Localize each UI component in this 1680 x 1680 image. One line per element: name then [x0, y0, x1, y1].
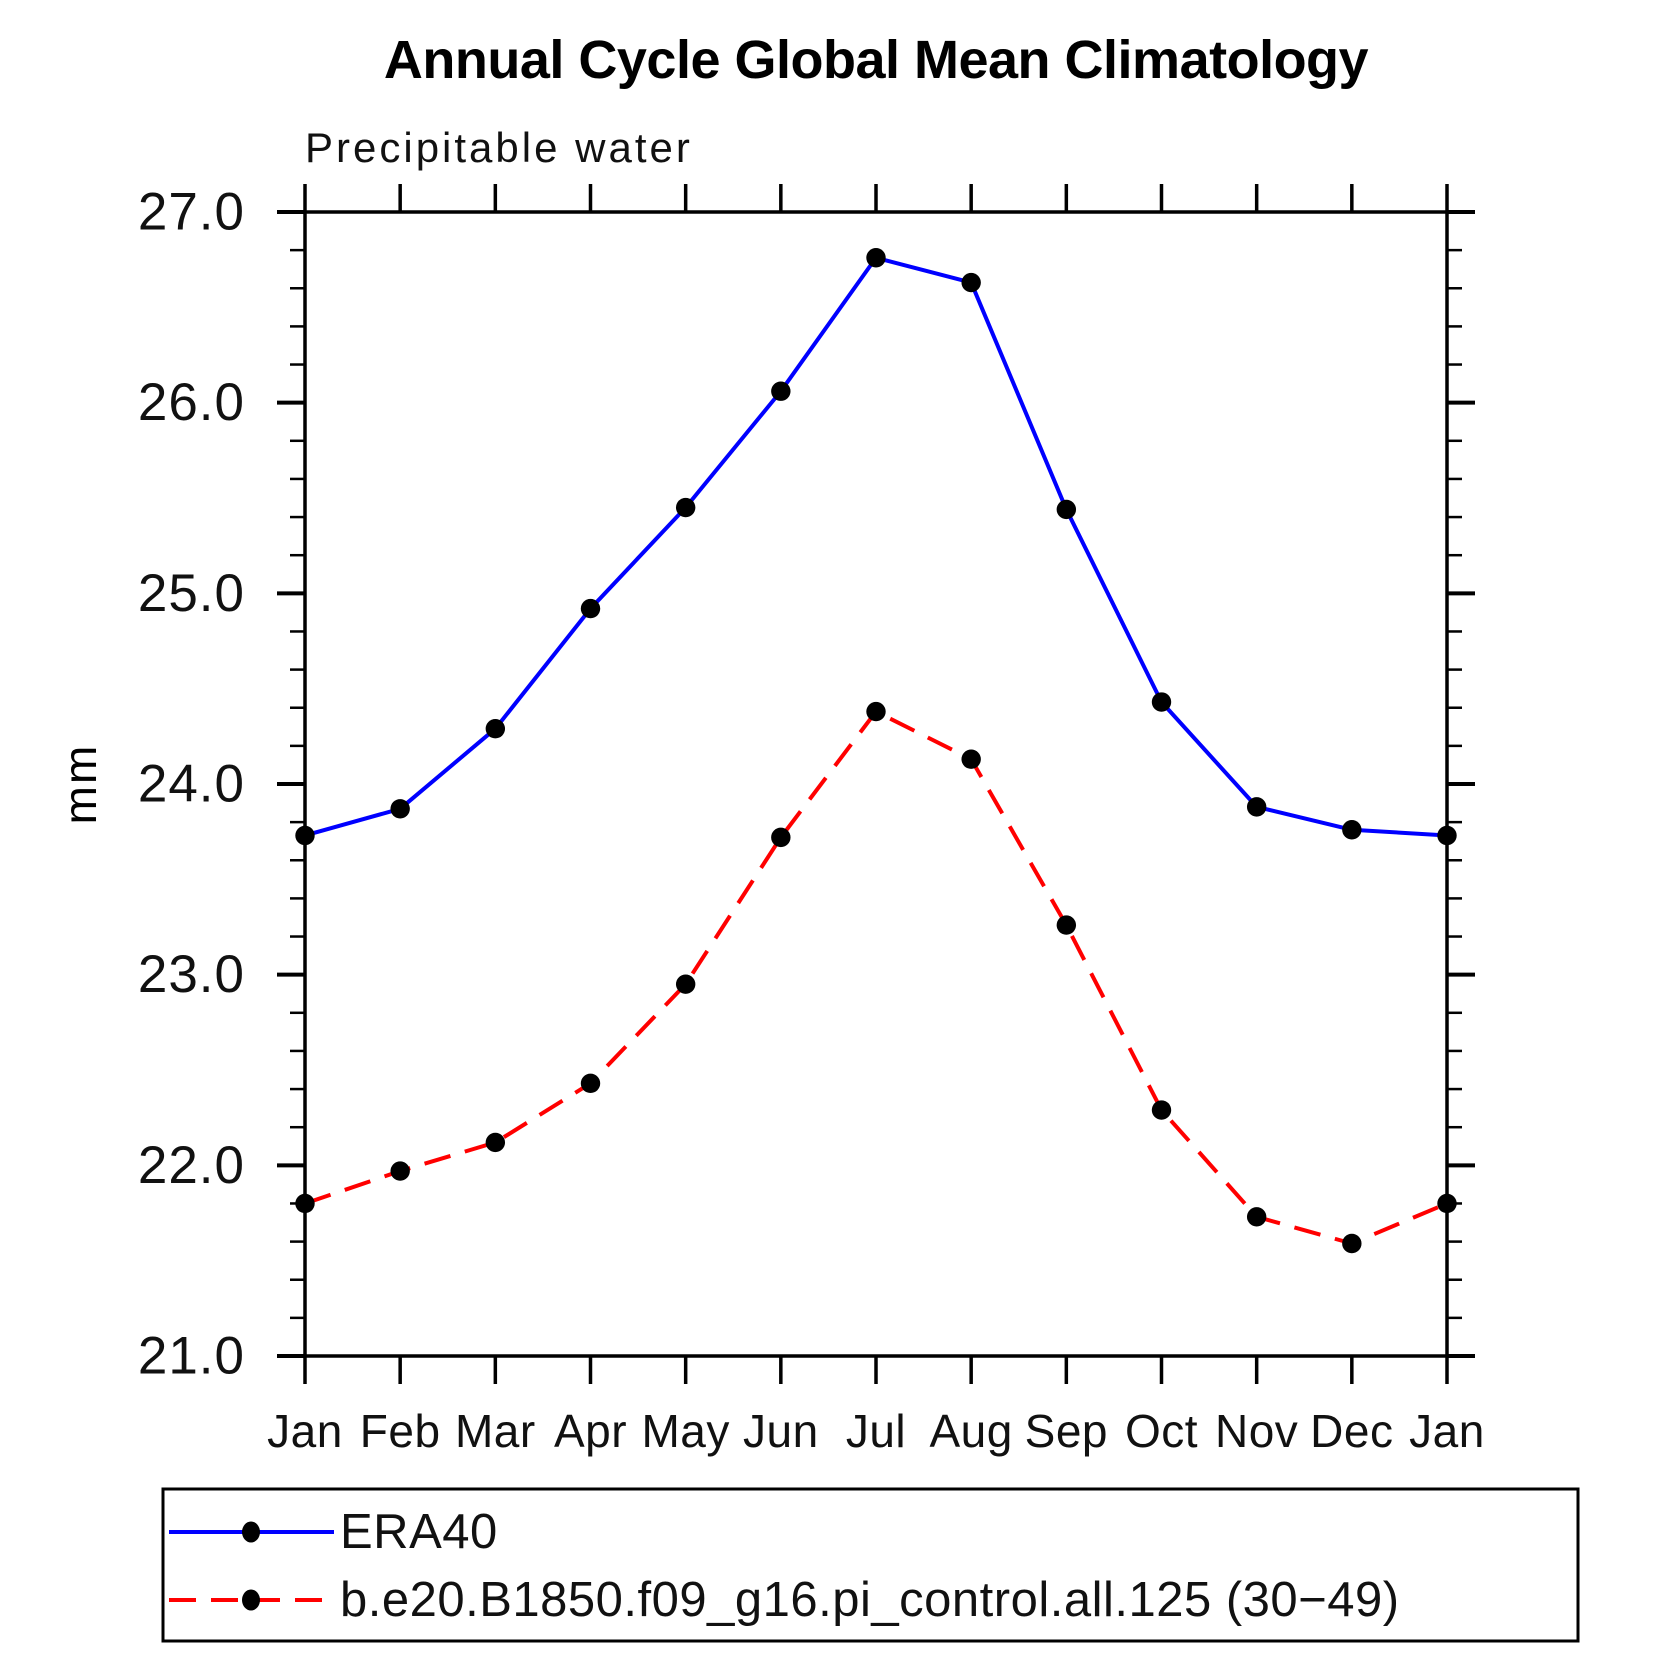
y-tick-label: 27.0 — [138, 183, 245, 242]
data-point-era40 — [1342, 820, 1362, 840]
y-tick-label: 23.0 — [138, 945, 245, 1004]
legend-marker-model — [242, 1589, 260, 1611]
data-point-era40 — [295, 825, 315, 846]
x-tick-label: Jun — [743, 1405, 819, 1457]
x-tick-label: Jan — [1409, 1405, 1485, 1457]
data-point-era40 — [866, 248, 886, 268]
y-axis-label: mm — [54, 744, 106, 825]
data-point-era40 — [390, 799, 410, 819]
x-tick-label: May — [641, 1405, 729, 1457]
data-point-era40 — [675, 497, 696, 518]
y-tick-label: 24.0 — [138, 755, 245, 814]
data-point-era40 — [1056, 499, 1077, 520]
y-tick-label: 21.0 — [138, 1327, 245, 1386]
data-point-model — [1056, 915, 1077, 935]
x-tick-label: Jul — [846, 1405, 906, 1457]
y-tick-label: 26.0 — [138, 373, 245, 432]
x-tick-label: Sep — [1025, 1405, 1108, 1457]
x-tick-label: Apr — [554, 1405, 627, 1457]
series-lines — [295, 248, 1457, 1254]
x-tick-label: Mar — [455, 1405, 536, 1457]
data-point-model — [485, 1132, 506, 1153]
x-tick-label: Aug — [929, 1405, 1012, 1457]
data-point-model — [1437, 1193, 1457, 1214]
chart-subtitle: Precipitable water — [305, 124, 693, 171]
x-tick-label: Oct — [1125, 1405, 1198, 1457]
series-line-1 — [304, 709, 1448, 1246]
data-point-model — [1342, 1233, 1362, 1254]
data-point-model — [390, 1161, 410, 1181]
axes: Jan Feb Mar Apr May Jun Jul Aug Sep Oct Nov Dec Jan 2… — [138, 183, 1485, 1458]
data-point-era40 — [1151, 692, 1172, 712]
x-tick-label: Feb — [360, 1405, 441, 1457]
data-point-model — [771, 827, 791, 848]
x-tick-label: Nov — [1215, 1405, 1298, 1457]
y-tick-label: 25.0 — [138, 564, 245, 623]
data-point-model — [295, 1193, 315, 1214]
y-tick-label: 22.0 — [138, 1136, 245, 1195]
data-point-model — [1151, 1100, 1172, 1120]
legend: ERA40 b.e20.B1850.f09_g16.pi_control.all… — [161, 1487, 1580, 1643]
series-line-0 — [304, 255, 1448, 838]
data-point-era40 — [1437, 825, 1457, 846]
data-point-era40 — [485, 719, 506, 739]
legend-label-model: b.e20.B1850.f09_g16.pi_control.all.125 (… — [340, 1573, 1400, 1627]
data-point-model — [675, 974, 696, 994]
data-point-model — [866, 701, 886, 722]
data-point-model — [1246, 1207, 1267, 1227]
data-point-era40 — [580, 598, 601, 619]
plot-frame — [303, 210, 1449, 1358]
data-point-era40 — [1246, 797, 1267, 817]
data-point-model — [580, 1073, 601, 1094]
x-tick-label: Jan — [267, 1405, 343, 1457]
legend-box — [161, 1487, 1580, 1643]
x-tick-label: Dec — [1310, 1405, 1393, 1457]
data-point-era40 — [771, 381, 791, 401]
data-point-era40 — [961, 272, 981, 293]
chart-title: Annual Cycle Global Mean Climatology — [384, 30, 1369, 90]
legend-label-era40: ERA40 — [340, 1505, 498, 1559]
data-point-model — [961, 749, 981, 769]
legend-marker-era40 — [242, 1521, 260, 1543]
